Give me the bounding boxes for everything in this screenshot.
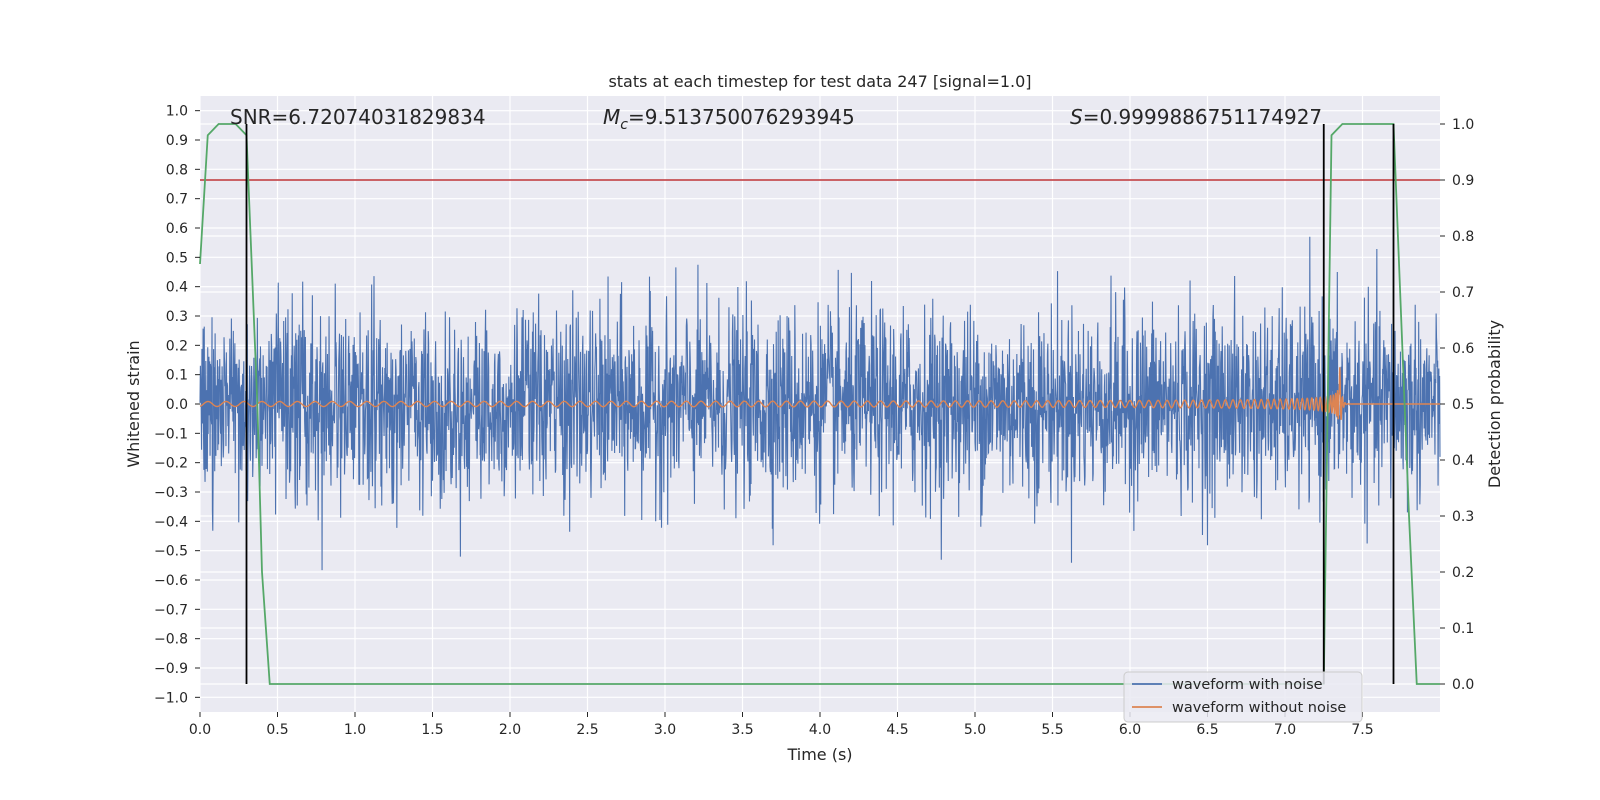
y-tick-label: 1.0 <box>166 104 188 120</box>
y-right-tick-label: 0.5 <box>1452 397 1474 413</box>
detection-probability-line <box>199 123 1440 685</box>
y-right-tick-label: 0.9 <box>1452 173 1474 189</box>
waveform-with-noise-line <box>199 236 1441 571</box>
x-tick-label: 3.0 <box>654 722 676 738</box>
y-tick-label: 0.3 <box>166 309 188 325</box>
waveform-without-noise-line <box>199 367 1440 420</box>
x-tick-label: 2.0 <box>499 722 521 738</box>
y-right-tick-label: 0.7 <box>1452 285 1474 301</box>
y-tick-label: −0.8 <box>154 632 188 648</box>
x-tick-label: 5.0 <box>964 722 986 738</box>
y-right-tick-label: 0.3 <box>1452 509 1474 525</box>
x-tick-label: 7.5 <box>1351 722 1373 738</box>
y-tick-label: −0.2 <box>154 456 188 472</box>
x-tick-label: 4.0 <box>809 722 831 738</box>
y-right-tick-label: 0.8 <box>1452 229 1474 245</box>
snr-annotation: SNR=6.72074031829834 <box>230 105 486 129</box>
y-tick-label: 0.5 <box>166 250 188 266</box>
legend-box <box>1123 671 1363 723</box>
chart-title: stats at each timestep for test data 247… <box>608 72 1031 91</box>
legend-label-noisy: waveform with noise <box>1172 677 1323 693</box>
y-tick-label: 0.9 <box>166 133 188 149</box>
x-tick-label: 1.0 <box>344 722 366 738</box>
x-tick-label: 4.5 <box>886 722 908 738</box>
y-axis-right-label: Detection probability <box>1485 320 1504 488</box>
right-axis: 1.0 0.9 0.8 0.7 0.6 0.5 0.4 0.3 0.2 0.1 0.0 <box>1440 117 1474 693</box>
x-axis-label: Time (s) <box>786 745 852 764</box>
y-tick-label: −0.4 <box>154 514 188 530</box>
legend: waveform with noise waveform without noi… <box>1123 671 1363 723</box>
markers-layer <box>245 124 1395 684</box>
significance-symbol: S <box>1070 105 1083 129</box>
y-tick-label: 0.0 <box>166 397 188 413</box>
x-tick-label: 0.0 <box>189 722 211 738</box>
y-right-tick-label: 0.1 <box>1452 621 1474 637</box>
x-tick-label: 0.5 <box>266 722 288 738</box>
y-tick-label: −0.6 <box>154 573 188 589</box>
x-tick-label: 3.5 <box>731 722 753 738</box>
y-right-tick-label: 0.2 <box>1452 565 1474 581</box>
x-tick-label: 2.5 <box>576 722 598 738</box>
y-tick-label: 0.6 <box>166 221 188 237</box>
y-tick-label: 0.7 <box>166 192 188 208</box>
y-tick-label: −0.9 <box>154 661 188 677</box>
y-tick-label: 0.1 <box>166 368 188 384</box>
chirp-mass-symbol: M <box>603 105 620 129</box>
y-axis-label: Whitened strain <box>124 340 143 467</box>
legend-label-clean: waveform without noise <box>1172 700 1346 716</box>
y-tick-label: 0.2 <box>166 338 188 354</box>
x-tick-label: 1.5 <box>421 722 443 738</box>
series-layer <box>199 123 1441 685</box>
chirp-mass-subscript: c <box>620 117 628 133</box>
chirp-mass-value: =9.513750076293945 <box>628 105 855 129</box>
significance-value: =0.9999886751174927 <box>1083 105 1322 129</box>
y-right-tick-label: 0.0 <box>1452 677 1474 693</box>
y-tick-label: −0.3 <box>154 485 188 501</box>
y-tick-label: 0.4 <box>166 280 188 296</box>
x-tick-label: 6.0 <box>1119 722 1141 738</box>
y-right-tick-label: 1.0 <box>1452 117 1474 133</box>
y-tick-label: −0.5 <box>154 544 188 560</box>
chirp-mass-annotation: Mc=9.513750076293945 <box>603 105 855 133</box>
x-tick-label: 7.0 <box>1274 722 1296 738</box>
y-tick-label: 0.8 <box>166 162 188 178</box>
x-axis: 0.0 0.5 1.0 1.5 2.0 2.5 3.0 3.5 4.0 4.5 5.0 5.5 6.0 6… <box>189 712 1374 738</box>
left-axis: 1.0 0.9 0.8 0.7 0.6 0.5 0.4 0.3 0.2 0.1 0.0 −0.1 −0.… <box>154 104 200 706</box>
y-right-tick-label: 0.4 <box>1452 453 1474 469</box>
y-tick-label: −0.7 <box>154 602 188 618</box>
x-tick-label: 5.5 <box>1041 722 1063 738</box>
y-right-tick-label: 0.6 <box>1452 341 1474 357</box>
significance-annotation: S=0.9999886751174927 <box>1070 105 1322 129</box>
y-tick-label: −1.0 <box>154 690 188 706</box>
y-tick-label: −0.1 <box>154 426 188 442</box>
x-tick-label: 6.5 <box>1196 722 1218 738</box>
